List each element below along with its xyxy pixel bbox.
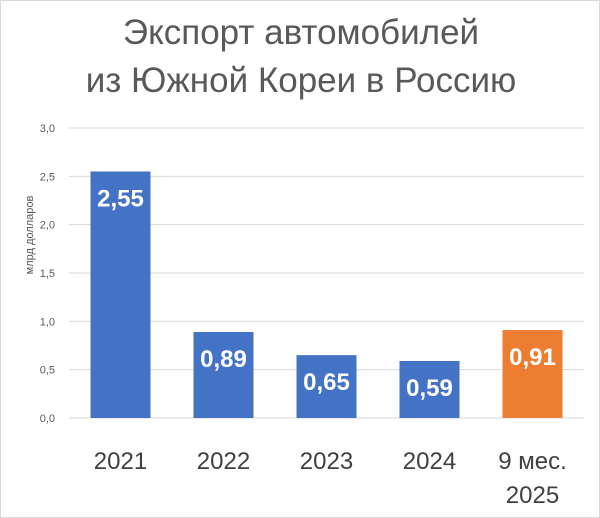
- chart-title-line-2: из Южной Кореи в Россию: [85, 61, 517, 100]
- bar: [502, 330, 563, 418]
- x-tick-label: 2023: [300, 448, 353, 475]
- bars: [90, 171, 563, 418]
- y-tick-label: 0,5: [40, 365, 55, 377]
- y-tick-label: 1,5: [40, 268, 55, 280]
- data-label: 2,55: [97, 186, 144, 213]
- bar: [90, 171, 151, 418]
- x-tick-label: 2021: [94, 448, 147, 475]
- bar: [193, 331, 254, 418]
- data-label: 0,59: [406, 375, 453, 402]
- x-tick-label: 2024: [403, 448, 456, 475]
- data-label: 0,65: [303, 369, 350, 396]
- x-tick-label: 2022: [197, 448, 250, 475]
- x-tick-label: 2025: [506, 482, 559, 509]
- gridlines: [69, 127, 584, 419]
- y-tick-label: 3,0: [40, 123, 55, 135]
- chart-title-line-1: Экспорт автомобилей: [122, 13, 480, 52]
- data-label: 0,89: [200, 346, 247, 373]
- data-labels: 2,55 0,89 0,65 0,59 0,91: [97, 186, 556, 402]
- y-axis-ticks: 0,0 0,5 1,0 1,5 2,0 2,5 3,0: [40, 123, 55, 425]
- x-tick-label: 9 мес.: [498, 448, 567, 475]
- x-axis-ticks: 2021 2022 2023 2024 9 мес. 2025: [94, 448, 567, 509]
- y-tick-label: 0,0: [40, 413, 55, 425]
- chart-title: Экспорт автомобилей из Южной Кореи в Рос…: [1, 9, 599, 105]
- data-label: 0,91: [509, 344, 556, 371]
- bar: [399, 360, 460, 418]
- y-tick-label: 2,0: [40, 220, 55, 232]
- y-axis-label: млрд долларов: [24, 196, 36, 275]
- bar: [296, 355, 357, 418]
- y-tick-label: 2,5: [40, 171, 55, 183]
- y-tick-label: 1,0: [40, 316, 55, 328]
